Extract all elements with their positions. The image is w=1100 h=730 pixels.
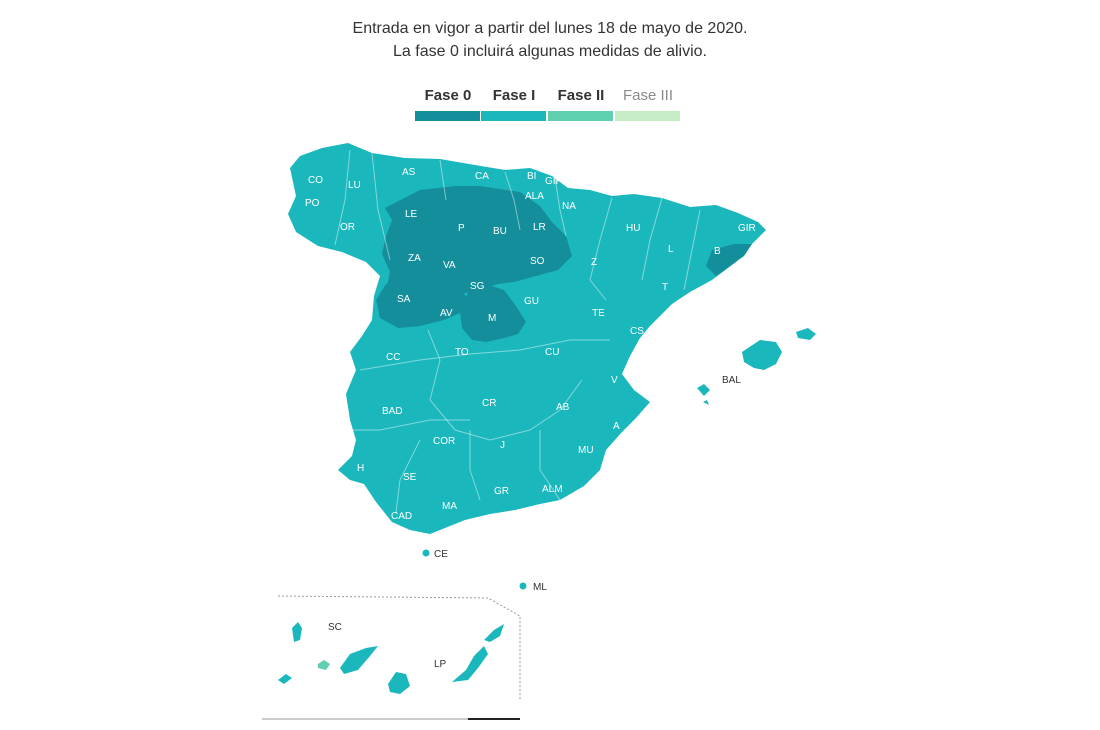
label-sa: SA bbox=[397, 294, 411, 305]
legend-swatch-fase-0 bbox=[415, 111, 480, 121]
label-cr: CR bbox=[482, 398, 496, 409]
label-bi: BI bbox=[527, 171, 536, 182]
map-subtitle: Entrada en vigor a partir del lunes 18 d… bbox=[0, 17, 1100, 63]
canary-islands-frame bbox=[277, 595, 521, 700]
label-mu: MU bbox=[578, 445, 594, 456]
label-ala: ALA bbox=[525, 191, 544, 202]
label-ml: ML bbox=[533, 582, 547, 593]
label-gir: GIR bbox=[738, 223, 756, 234]
province-labels: CO LU AS CA BI GIP PO OR LE P BU ALA NA … bbox=[305, 167, 756, 522]
label-cor: COR bbox=[433, 436, 455, 447]
label-hu: HU bbox=[626, 223, 640, 234]
label-or: OR bbox=[340, 222, 355, 233]
menorca-shape bbox=[796, 328, 816, 340]
tenerife-shape bbox=[340, 646, 378, 674]
province-borders bbox=[334, 149, 701, 513]
fase0-region-salamanca-avila bbox=[376, 278, 470, 328]
label-le: LE bbox=[405, 209, 418, 220]
label-l: L bbox=[668, 244, 674, 255]
label-sc: SC bbox=[328, 622, 342, 633]
label-so: SO bbox=[530, 256, 545, 267]
lanzarote-shape bbox=[484, 624, 504, 642]
legend-item-fase-0: Fase 0 bbox=[415, 86, 481, 124]
label-po: PO bbox=[305, 198, 320, 209]
label-lu: LU bbox=[348, 180, 361, 191]
label-av: AV bbox=[440, 308, 453, 319]
label-cad: CAD bbox=[391, 511, 412, 522]
label-ca: CA bbox=[475, 171, 489, 182]
ceuta-dot bbox=[422, 549, 430, 557]
label-as: AS bbox=[402, 167, 416, 178]
label-za: ZA bbox=[408, 253, 421, 264]
label-va: VA bbox=[443, 260, 456, 271]
label-ce: CE bbox=[434, 549, 448, 560]
subtitle-line-2: La fase 0 incluirá algunas medidas de al… bbox=[393, 43, 707, 60]
label-z: Z bbox=[591, 257, 597, 268]
mallorca-shape bbox=[742, 340, 782, 370]
label-to: TO bbox=[455, 347, 469, 358]
label-t: T bbox=[662, 282, 668, 293]
ibiza-shape bbox=[697, 384, 710, 396]
label-gr: GR bbox=[494, 486, 509, 497]
legend-label-fase-1: Fase I bbox=[492, 87, 536, 104]
legend-swatch-fase-2 bbox=[548, 111, 613, 121]
label-co: CO bbox=[308, 175, 323, 186]
melilla-dot bbox=[519, 582, 527, 590]
legend-label-fase-2: Fase II bbox=[557, 87, 605, 104]
label-se: SE bbox=[403, 472, 417, 483]
fase0-region-madrid bbox=[460, 284, 526, 342]
label-bal: BAL bbox=[722, 375, 741, 386]
label-bad: BAD bbox=[382, 406, 403, 417]
label-ma: MA bbox=[442, 501, 457, 512]
legend-item-fase-1: Fase I bbox=[481, 86, 547, 124]
legend-label-fase-3: Fase III bbox=[622, 87, 674, 104]
fase0-region-barcelona bbox=[706, 244, 752, 276]
legend-label-fase-0: Fase 0 bbox=[424, 87, 472, 104]
label-ab: AB bbox=[556, 402, 570, 413]
label-p: P bbox=[458, 223, 465, 234]
label-alm: ALM bbox=[542, 484, 563, 495]
label-gip: GIP bbox=[545, 176, 563, 187]
label-te: TE bbox=[592, 308, 605, 319]
label-lr: LR bbox=[533, 222, 546, 233]
label-cu: CU bbox=[545, 347, 559, 358]
label-sg: SG bbox=[470, 281, 485, 292]
fase0-region-castilla-leon bbox=[382, 186, 572, 304]
la-gomera-shape bbox=[318, 660, 330, 670]
label-cc: CC bbox=[386, 352, 400, 363]
label-j: J bbox=[500, 440, 505, 451]
legend-swatch-fase-3 bbox=[615, 111, 680, 121]
label-bu: BU bbox=[493, 226, 507, 237]
label-a: A bbox=[613, 421, 620, 432]
label-na: NA bbox=[562, 201, 576, 212]
legend-item-fase-2: Fase II bbox=[548, 86, 614, 124]
phase-legend: Fase 0 Fase I Fase II Fase III bbox=[415, 86, 681, 126]
label-b: B bbox=[714, 246, 721, 257]
label-m: M bbox=[488, 313, 496, 324]
la-palma-shape bbox=[292, 622, 302, 642]
fuerteventura-shape bbox=[452, 646, 488, 682]
label-cs: CS bbox=[630, 326, 644, 337]
legend-swatch-fase-1 bbox=[481, 111, 546, 121]
subtitle-line-1: Entrada en vigor a partir del lunes 18 d… bbox=[352, 20, 748, 37]
label-v: V bbox=[611, 375, 618, 386]
label-lp: LP bbox=[434, 659, 447, 670]
legend-item-fase-3: Fase III bbox=[615, 86, 681, 124]
label-gu: GU bbox=[524, 296, 539, 307]
label-h: H bbox=[357, 463, 364, 474]
external-labels: BAL CE ML SC LP bbox=[328, 375, 741, 670]
formentera-shape bbox=[703, 400, 709, 405]
gran-canaria-shape bbox=[388, 672, 410, 694]
el-hierro-shape bbox=[278, 674, 292, 684]
